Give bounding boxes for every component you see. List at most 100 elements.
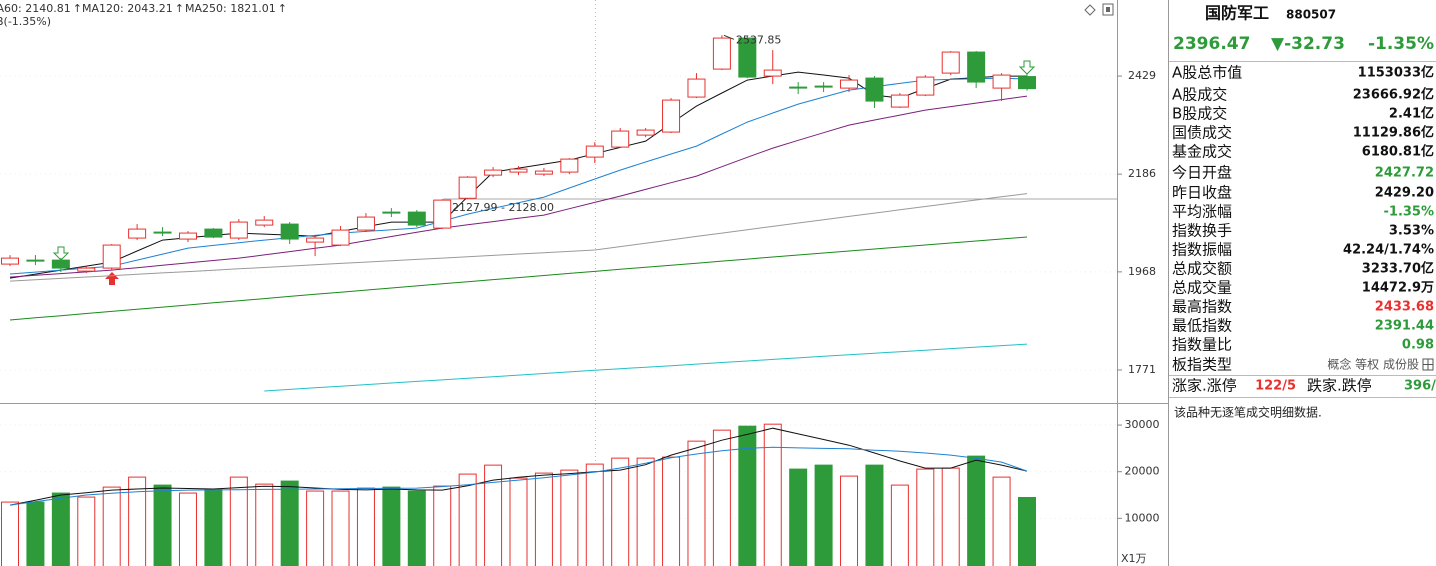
ma-line: [9, 95, 1028, 278]
volume-bar: [712, 429, 731, 566]
volume-bar: [178, 492, 197, 566]
candle-body: [280, 223, 299, 240]
quote-value: 2427.72: [1375, 166, 1434, 181]
y-tick-label: 2429: [1128, 69, 1156, 82]
chart-subtitle: B(-1.35%): [0, 15, 51, 28]
volume-bar: [280, 480, 299, 566]
diamond-icon[interactable]: [1084, 4, 1096, 16]
volume-bar: [77, 496, 96, 566]
breadth-value: 396/4: [1404, 379, 1436, 394]
ma-legend-arrow: ↑: [73, 2, 82, 15]
y-tick-label: 20000: [1125, 465, 1160, 478]
candle-body: [636, 129, 655, 136]
volume-bar: [382, 486, 401, 566]
plot: [0, 35, 1117, 566]
volume-bar: [967, 455, 986, 566]
quote-value: 2391.44: [1375, 319, 1434, 334]
quote-label: 最高指数: [1172, 298, 1232, 316]
candle-body: [255, 219, 274, 226]
candle-body: [331, 229, 350, 246]
candle-body: [458, 176, 477, 199]
breadth-value: 122/5: [1255, 379, 1296, 394]
volume-bar: [407, 490, 426, 566]
candle-body: [229, 221, 248, 239]
buy-signal: [105, 272, 119, 285]
quote-label: 国债成交: [1172, 124, 1232, 142]
volume-bar: [153, 484, 172, 566]
quote-value: 3.53%: [1389, 224, 1434, 239]
quote-label: 平均涨幅: [1172, 203, 1232, 221]
ma-line: [264, 343, 1028, 392]
candle-body: [840, 79, 859, 89]
volume-bar: [865, 464, 884, 566]
candle-body: [1018, 76, 1036, 90]
annotation: 2537.85: [736, 33, 782, 46]
candle-body: [865, 77, 884, 102]
candle-body: [102, 244, 121, 269]
volume-bar: [509, 477, 528, 566]
candle-body: [407, 211, 426, 226]
candle-body: [128, 228, 147, 239]
quote-value: -1.35%: [1384, 205, 1435, 220]
volume-bar: [585, 463, 604, 566]
quote-label: A股总市值: [1172, 64, 1242, 82]
volume-bar: [814, 464, 833, 566]
candle-body: [763, 69, 782, 77]
quote-label: 指数量比: [1172, 336, 1232, 354]
candle-body: [662, 99, 681, 133]
candle-body: [509, 168, 528, 173]
volume-bar: [560, 469, 579, 566]
quote-label: B股成交: [1172, 105, 1227, 123]
quote-label: 基金成交: [1172, 143, 1232, 161]
candle-body: [534, 170, 553, 175]
volume-bar: [128, 476, 147, 566]
volume-bar: [763, 423, 782, 566]
sell-signal: [52, 246, 70, 261]
quote-label: 昨日收盘: [1172, 184, 1232, 202]
volume-bar: [204, 488, 223, 566]
window-icon[interactable]: [1102, 3, 1114, 16]
candle-body: [484, 169, 503, 176]
volume-bar: [255, 483, 274, 566]
y-tick-label: 2186: [1128, 167, 1156, 180]
ma-legend-arrow: ↑: [175, 2, 184, 15]
annotation: 2127.99 - 2128.00: [452, 201, 554, 214]
volume-bar: [331, 490, 350, 566]
candle-body: [77, 267, 96, 272]
quote-value: 42.24/1.74%: [1343, 243, 1434, 258]
volume-bar: [433, 485, 452, 566]
candle-body: [51, 259, 70, 269]
volume-bar: [611, 457, 630, 566]
candle-body: [356, 216, 375, 231]
quote-label: 总成交额: [1172, 260, 1232, 278]
volume-bar: [51, 492, 70, 566]
quote-value: 概念 等权 成份股: [1327, 357, 1419, 372]
price-change: ▼-32.73: [1271, 34, 1345, 54]
quote-value: 2433.68: [1375, 300, 1434, 315]
volume-bar: [458, 473, 477, 566]
volume-bar: [916, 468, 935, 566]
candle-body: [560, 158, 579, 173]
candle-body: [712, 37, 731, 70]
ma-legend-arrow: ↑: [278, 2, 287, 15]
candle-body: [611, 130, 630, 148]
candle-body: [153, 231, 172, 234]
panel-note: 该品种无逐笔成交明细数据.: [1174, 405, 1322, 420]
volume-bar: [941, 467, 960, 566]
candle-body: [916, 76, 935, 96]
candle-body: [306, 237, 325, 243]
ma-legend-label: MA60: 2140.81: [0, 2, 71, 15]
volume-bar: [1, 501, 19, 566]
volume-bar: [789, 468, 808, 566]
volume-bar: [890, 484, 909, 566]
candle-body: [1, 257, 19, 265]
annotation-leader: [723, 34, 735, 40]
breadth-label: 涨家.涨停: [1172, 377, 1237, 395]
candle-body: [890, 94, 909, 108]
sell-signal: [1018, 60, 1036, 75]
candle-body: [789, 86, 808, 89]
ma-legend-label: MA120: 2043.21: [82, 2, 173, 15]
candle-body: [585, 145, 604, 158]
volume-bar: [636, 457, 655, 566]
